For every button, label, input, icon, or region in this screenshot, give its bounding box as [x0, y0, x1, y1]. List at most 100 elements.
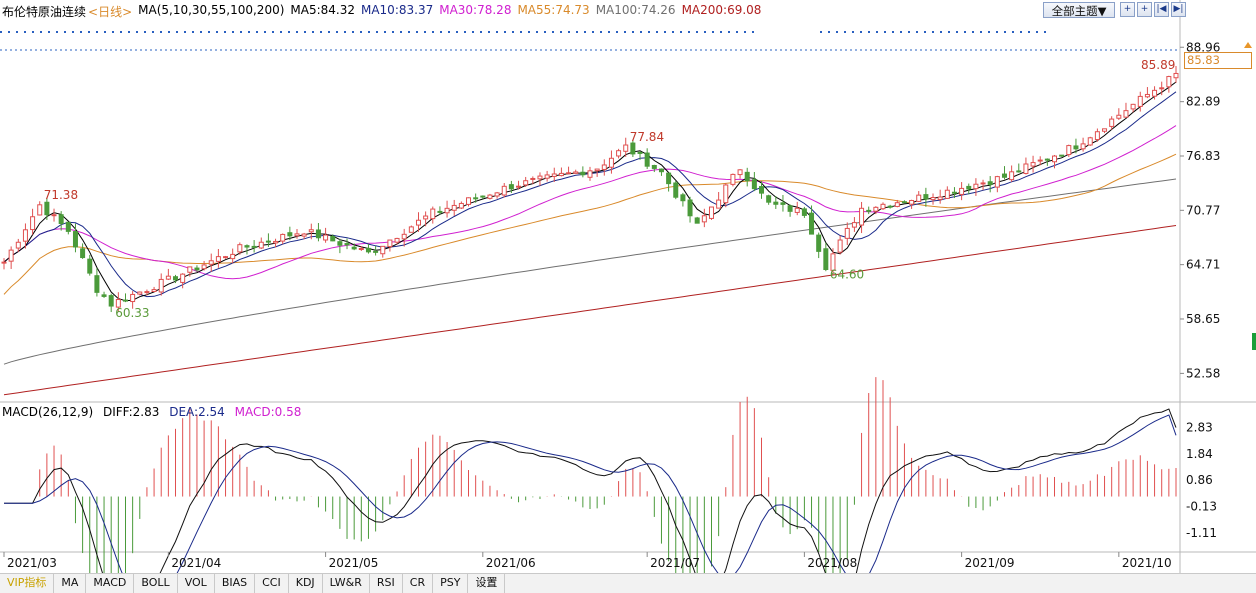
candle-body [573, 171, 579, 174]
candle-body [1009, 171, 1015, 181]
candle-body [973, 183, 979, 190]
candle-body [937, 196, 943, 200]
candle-body [223, 256, 229, 259]
instrument-title: 布伦特原油连续 [2, 5, 87, 19]
candle-body [51, 214, 57, 217]
candle-body [673, 182, 679, 198]
candle-body [215, 256, 221, 262]
tab-psy[interactable]: PSY [433, 574, 469, 593]
candle-body [258, 241, 264, 249]
candle-body [180, 273, 186, 283]
candle-body [1044, 158, 1050, 161]
candle-body [980, 182, 986, 185]
candle-body [44, 201, 50, 216]
candle-body [344, 243, 350, 246]
theme-dropdown[interactable]: 全部主题▼ [1043, 2, 1115, 18]
price-axis-label: 64.71 [1186, 258, 1220, 272]
ma5-line [3, 81, 1177, 302]
zoom-out-button[interactable]: + [1137, 2, 1152, 17]
tab-ma[interactable]: MA [54, 574, 87, 593]
candle-body [851, 222, 857, 228]
price-axis-label: 70.77 [1186, 203, 1220, 217]
candle-body [137, 291, 143, 295]
candle-body [737, 169, 743, 176]
candle-body [537, 175, 543, 180]
time-axis-label: 2021/10 [1122, 556, 1172, 570]
candle-body [451, 204, 457, 211]
price-axis-label: 82.89 [1186, 95, 1220, 109]
candle-body [473, 197, 479, 200]
candle-body [394, 237, 400, 243]
candle-body [30, 216, 36, 231]
candle-body [1059, 154, 1065, 157]
candle-body [58, 214, 64, 224]
macd-axis-label: 1.84 [1186, 447, 1213, 461]
candle-body [966, 185, 972, 190]
candle-body [151, 289, 157, 293]
macd-axis-label: -0.13 [1186, 500, 1217, 514]
candle-body [616, 150, 622, 157]
candle-body [72, 231, 78, 248]
tab-lwr[interactable]: LW&R [323, 574, 370, 593]
candle-body [837, 239, 843, 253]
zoom-in-button[interactable]: + [1120, 2, 1135, 17]
tab-rsi[interactable]: RSI [370, 574, 403, 593]
annotation-low-1: 60.33 [115, 306, 149, 320]
annotation-high-3: 85.89 [1141, 58, 1175, 72]
candle-body [1116, 114, 1122, 119]
candle-body [694, 217, 700, 224]
candle-body [1094, 131, 1100, 141]
tab-vip[interactable]: VIP指标 [0, 574, 55, 593]
candle-body [130, 293, 136, 303]
candle-body [551, 173, 557, 177]
candle-body [1001, 173, 1007, 178]
candle-body [830, 253, 836, 271]
tab-settings[interactable]: 设置 [468, 574, 506, 593]
price-chart[interactable]: 71.38 60.33 77.84 64.60 85.89 88.96 82.89 76.83… [0, 0, 1256, 573]
candle-body [544, 174, 550, 179]
price-axis-label: 52.58 [1186, 366, 1220, 380]
period-selector[interactable]: <日线> [88, 5, 133, 19]
macd-dea: DEA:2.54 [169, 405, 225, 419]
scroll-indicator[interactable] [1252, 333, 1256, 350]
candle-body [494, 192, 500, 197]
candle-body [959, 187, 965, 195]
candle-body [987, 181, 993, 185]
candle-body [809, 212, 815, 235]
candle-body [1087, 137, 1093, 146]
candle-body [623, 144, 629, 152]
tab-macd[interactable]: MACD [86, 574, 135, 593]
candle-body [751, 179, 757, 190]
candle-body [487, 194, 493, 199]
macd-params: MACD(26,12,9) [2, 405, 94, 419]
candle-body [466, 197, 472, 205]
candle-body [401, 233, 407, 240]
candle-body [437, 210, 443, 213]
candle-body [1130, 103, 1136, 110]
candle-body [880, 203, 886, 210]
tab-bias[interactable]: BIAS [215, 574, 256, 593]
candle-body [587, 170, 593, 178]
candle-body [523, 180, 529, 186]
candle-body [516, 185, 522, 188]
candle-body [923, 194, 929, 200]
annotation-high-1: 71.38 [44, 188, 78, 202]
ma100-line [3, 178, 1177, 365]
macd-diff: DIFF:2.83 [102, 405, 160, 419]
tab-cr[interactable]: CR [403, 574, 434, 593]
tab-vol[interactable]: VOL [178, 574, 215, 593]
time-axis-label: 2021/08 [807, 556, 857, 570]
candle-body [944, 189, 950, 199]
candle-body [237, 244, 243, 253]
candle-body [844, 227, 850, 239]
candle-body [230, 253, 236, 260]
candle-body [701, 215, 707, 223]
candle-body [287, 232, 293, 237]
scroll-right-button[interactable]: ▶| [1171, 2, 1186, 17]
tab-cci[interactable]: CCI [255, 574, 289, 593]
tab-boll[interactable]: BOLL [134, 574, 178, 593]
tab-kdj[interactable]: KDJ [289, 574, 323, 593]
candle-body [1166, 76, 1172, 88]
candle-body [759, 186, 765, 194]
scroll-left-button[interactable]: |◀ [1154, 2, 1169, 17]
